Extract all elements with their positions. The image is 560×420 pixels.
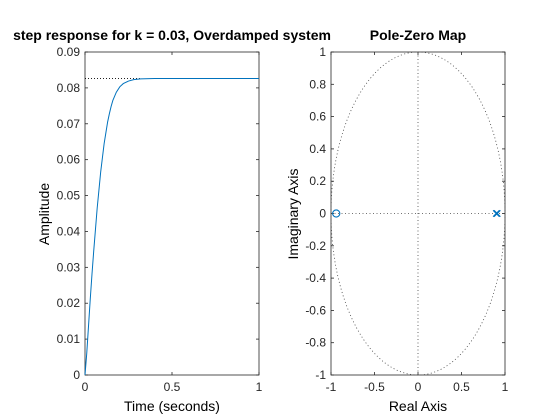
step-response-ylabel: Amplitude (36, 183, 52, 245)
pole-marker (492, 209, 500, 218)
pz-ytick-label: 0.8 (309, 77, 326, 91)
pz-xtick-label: -1 (326, 380, 337, 394)
pz-ytick-label: -0.2 (305, 239, 326, 253)
pole-zero-content: -1 -0.5 0 0.5 1 -1 -0.8 -0.6 -0.4 -0.2 0 0.2 0.4 0.6 0… (305, 45, 508, 394)
step-ytick-label: 0.06 (57, 153, 81, 167)
unit-circle (330, 51, 506, 376)
step-xtick-label: 0 (82, 380, 89, 394)
pz-ytick-label: 1 (319, 45, 326, 59)
step-response-xlabel: Time (seconds) (124, 398, 220, 414)
step-xtick-label: 0.5 (164, 380, 181, 394)
pole-zero-axes: -1 -0.5 0 0.5 1 -1 -0.8 -0.6 -0.4 -0.2 0 0.2 0.4 0.6 0… (285, 27, 509, 414)
step-response-axes: 0 0.5 1 0 0.01 0.02 0.03 0.04 0.05 0.06 0.07 0.08 0.… (13, 27, 331, 414)
pz-ytick-label: -0.8 (305, 336, 326, 350)
step-response-plot-area (84, 51, 260, 376)
step-ytick-label: 0.09 (57, 45, 81, 59)
pz-ytick-label: 0.2 (309, 174, 326, 188)
pole-zero-ylabel: Imaginary Axis (285, 168, 301, 259)
step-response-content: 0 0.5 1 0 0.01 0.02 0.03 0.04 0.05 0.06 0.07 0.08 0.… (57, 45, 263, 394)
pz-xtick-label: -0.5 (364, 380, 385, 394)
pole-marker (493, 209, 501, 218)
pz-ytick-label: -1 (315, 368, 326, 382)
pz-ytick-label: 0.6 (309, 110, 326, 124)
pole-marker-stroke (493, 209, 501, 218)
step-ytick-label: 0 (73, 368, 80, 382)
step-ytick-label: 0.04 (57, 224, 81, 238)
step-ytick-label: 0.08 (57, 81, 81, 95)
pz-xtick-label: 1 (502, 380, 509, 394)
step-response-title: step response for k = 0.03, Overdamped s… (13, 27, 331, 43)
step-ytick-label: 0.05 (57, 189, 81, 203)
step-ytick-label: 0.07 (57, 117, 81, 131)
pz-ytick-label: -0.4 (305, 271, 326, 285)
zero-marker (332, 209, 341, 218)
step-ytick-label: 0.02 (57, 296, 81, 310)
pole-zero-xlabel: Real Axis (389, 398, 447, 414)
pz-xtick-label: 0 (415, 380, 422, 394)
step-ytick-label: 0.03 (57, 260, 81, 274)
step-response-line (84, 78, 259, 376)
pz-ytick-label: 0.4 (309, 142, 326, 156)
step-ytick-label: 0.01 (57, 332, 81, 346)
pz-ytick-label: 0 (319, 207, 326, 221)
pz-xtick-label: 0.5 (453, 380, 470, 394)
pole-marker-stroke (492, 209, 500, 218)
pz-ytick-label: -0.6 (305, 303, 326, 317)
pole-zero-title: Pole-Zero Map (370, 27, 466, 43)
step-xtick-label: 1 (256, 380, 263, 394)
